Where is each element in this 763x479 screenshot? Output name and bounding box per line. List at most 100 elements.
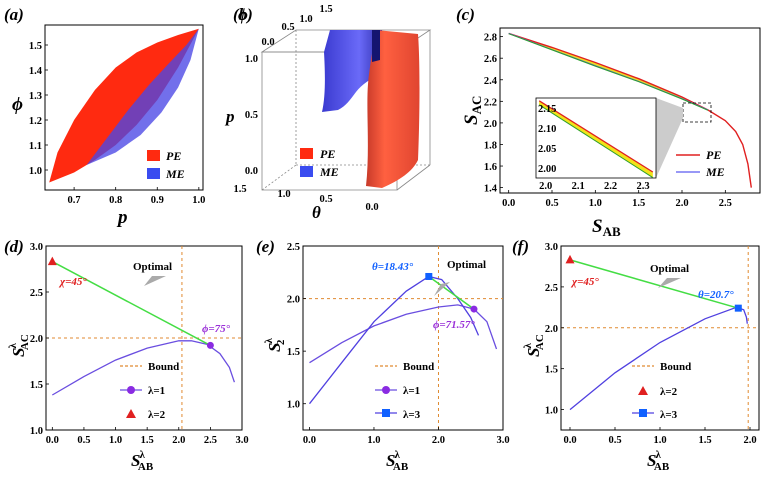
x-tick-label: 1.0 — [367, 435, 380, 446]
optimal-label: Optimal — [447, 259, 486, 271]
phi-tick-label: 0.0 — [261, 37, 274, 48]
x-tick-label: 3.0 — [235, 435, 248, 446]
y-tick-label: 2.0 — [287, 295, 300, 306]
x-tick-label: 1.0 — [192, 195, 205, 206]
legend-me-swatch — [300, 166, 313, 177]
y-tick-label: 1.0 — [29, 166, 42, 177]
optimal-arrow — [144, 276, 166, 286]
y-tick-label: 3.0 — [30, 242, 43, 253]
inset-x-tick-label: 2.1 — [572, 181, 585, 192]
x-tick-label: 3.0 — [496, 435, 509, 446]
panel-e-frame — [302, 245, 504, 431]
lambda3-marker — [734, 304, 742, 312]
x-tick-label: 1.5 — [141, 435, 154, 446]
panel-b-xlabel: θ — [312, 203, 321, 222]
y-tick-label: 1.8 — [484, 140, 497, 151]
phi-annotation: ϕ=71.57° — [433, 319, 475, 331]
panel-d: (d) Optimal χ=45° ϕ=75° 0.0 0.5 1.0 1.5 2.0 2… — [4, 237, 249, 473]
legend-pe-swatch — [147, 150, 160, 161]
x-tick-label: 2.5 — [719, 198, 732, 209]
optimal-label: Optimal — [133, 261, 172, 273]
inset-y-tick-label: 2.15 — [538, 104, 556, 115]
legend-bound-label: Bound — [660, 361, 691, 373]
panel-d-xlabel: Sλ AB — [131, 449, 154, 473]
y-tick-label: 2.6 — [484, 54, 497, 65]
panel-label-d: (d) — [4, 237, 24, 256]
theta-tick-label: 1.0 — [277, 189, 290, 200]
legend-lambda1-label: λ=1 — [403, 385, 420, 397]
lambda2-marker — [565, 254, 575, 264]
y-tick-label: 1.4 — [29, 66, 43, 77]
phi-annotation: ϕ=75° — [202, 323, 231, 335]
y-tick-label: 2.5 — [287, 242, 300, 253]
optimal-label: Optimal — [650, 263, 689, 275]
panel-c-ylabel: SAC — [461, 96, 484, 125]
legend-lambda2-marker — [638, 386, 648, 395]
optimal-line — [51, 260, 211, 347]
x-tick-label: 1.0 — [653, 435, 666, 446]
optimal-arrow — [658, 278, 681, 288]
panel-a-frame — [44, 24, 204, 191]
y-tick-label: 1.5 — [30, 380, 43, 391]
y-tick-label: 2.2 — [484, 97, 497, 108]
panel-label-c: (c) — [456, 5, 475, 24]
lambda1-curve — [51, 340, 236, 396]
panel-e: (e) Optimal θ=18.43° ϕ=71.57° 0.0 1.0 2.0 3… — [256, 237, 510, 473]
lambda1-curve — [309, 304, 498, 364]
legend-lambda2-marker — [126, 409, 136, 418]
pe-region — [49, 28, 199, 183]
y-tick-label: 1.4 — [484, 184, 498, 195]
legend-pe-swatch — [300, 148, 313, 159]
theta-tick-label: 0.5 — [319, 194, 332, 205]
panel-c-xlabel: SAB — [592, 216, 621, 239]
inset-pe-curve — [538, 100, 654, 173]
p-tick-label: 0.0 — [245, 166, 258, 177]
inset-y-tick-label: 2.05 — [538, 144, 556, 155]
y-tick-label: 2.0 — [484, 119, 497, 130]
x-tick-label: 0.0 — [303, 435, 316, 446]
legend-lambda2-label: λ=2 — [660, 386, 678, 398]
y-tick-label: 1.5 — [29, 41, 42, 52]
legend-lambda3-marker — [639, 409, 647, 417]
y-tick-label: 1.0 — [287, 400, 300, 411]
x-tick-label: 0.0 — [502, 198, 515, 209]
x-tick-label: 0.0 — [46, 435, 59, 446]
lambda1-marker — [206, 341, 214, 349]
x-tick-label: 1.0 — [589, 198, 602, 209]
theta-annotation: θ=18.43° — [372, 261, 414, 273]
legend-lambda2-label: λ=2 — [148, 409, 166, 421]
lambda3-curve — [569, 306, 748, 411]
phi-tick-label: 1.0 — [299, 14, 312, 25]
y-tick-label: 2.5 — [30, 288, 43, 299]
x-tick-label: 0.5 — [77, 435, 90, 446]
phi-tick-label: 1.5 — [319, 4, 332, 15]
inset-green-curve — [538, 104, 654, 179]
y-tick-label: 1.0 — [545, 406, 558, 417]
zoom-box — [682, 102, 712, 123]
chi-annotation: χ=45° — [58, 276, 87, 288]
chi-annotation: χ=45° — [570, 276, 599, 288]
inset-gap-region — [539, 100, 653, 178]
panel-a-xlabel: p — [116, 207, 128, 228]
lambda3-marker — [425, 272, 433, 280]
y-tick-label: 2.0 — [545, 324, 558, 335]
theta-tick-label: 1.5 — [233, 184, 246, 195]
optimal-line — [569, 259, 739, 309]
y-tick-label: 2.0 — [30, 334, 43, 345]
pe-surface — [366, 30, 420, 188]
lambda1-marker — [470, 305, 478, 313]
panel-b-zlabel: ϕ — [238, 5, 248, 24]
inset-x-tick-label: 2.0 — [539, 181, 552, 192]
lambda3-curve — [308, 275, 480, 405]
panel-c: (c) 2.0 2.1 2.2 2.3 2.00 2.05 2.10 2.15 0.0 0.5 1… — [456, 5, 761, 239]
panel-a: (a) 0.7 0.8 0.9 1.0 1.0 1.1 1.2 1.3 1.4 1.5 p ϕ P… — [4, 5, 205, 228]
legend-pe-label: PE — [166, 149, 181, 163]
p-tick-label: 1.0 — [245, 54, 258, 65]
surface-edge — [372, 30, 380, 62]
x-tick-label: 2.5 — [204, 435, 217, 446]
panel-label-b: (b) — [233, 5, 253, 24]
x-tick-label: 1.0 — [109, 435, 122, 446]
legend-pe-label: PE — [706, 148, 721, 162]
y-tick-label: 1.5 — [545, 365, 558, 376]
legend-lambda3-marker — [382, 409, 390, 417]
